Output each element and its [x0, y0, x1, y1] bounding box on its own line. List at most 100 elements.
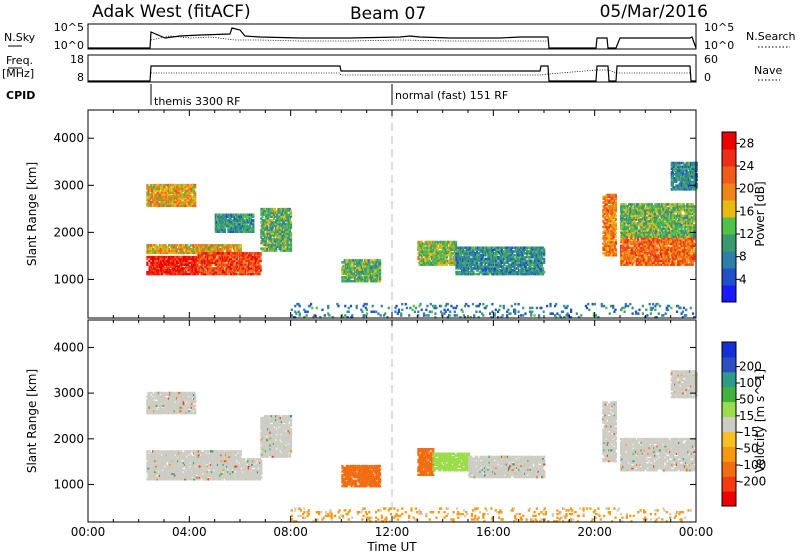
power-cell [491, 250, 494, 253]
power-cell [240, 261, 243, 264]
power-cell [162, 197, 165, 200]
power-cell [423, 261, 426, 264]
power-cell [352, 262, 355, 266]
power-cell [260, 228, 263, 232]
power-cell [248, 222, 252, 226]
power-cell [279, 247, 282, 250]
power-cell [186, 247, 189, 251]
power-cell [457, 270, 460, 274]
power-cell [196, 261, 200, 264]
power-cell [448, 246, 451, 249]
power-cell [500, 261, 504, 264]
power-cell [149, 185, 152, 189]
power-cell [154, 183, 157, 187]
power-cell [243, 255, 246, 259]
power-cell [182, 197, 185, 200]
power-cell [478, 259, 481, 263]
power-cell [347, 262, 350, 266]
power-cell [188, 246, 191, 249]
power-cell [228, 230, 231, 233]
power-cell [179, 244, 182, 247]
power-cell [237, 213, 240, 216]
power-cell [252, 228, 255, 232]
power-cell [179, 189, 182, 192]
power-cell [165, 246, 168, 249]
power-cell [159, 202, 163, 206]
power-cell [182, 247, 185, 251]
power-cell [262, 221, 265, 224]
power-cell [153, 191, 156, 194]
power-cell [236, 246, 239, 249]
power-cell [372, 279, 375, 283]
power-cell [364, 261, 367, 264]
power-cell [371, 259, 374, 262]
power-cell [162, 270, 165, 274]
power-cell [472, 250, 475, 253]
power-cell [170, 204, 173, 208]
power-cell [283, 241, 286, 245]
power-cell [171, 269, 174, 272]
power-cell [285, 219, 288, 222]
power-cell [497, 255, 500, 259]
power-cell [172, 270, 175, 274]
power-cell [448, 248, 451, 251]
power-cell [260, 217, 263, 220]
power-cell [427, 255, 430, 259]
power-cell [272, 230, 275, 233]
power-cell [167, 204, 171, 208]
power-cell [216, 267, 219, 270]
power-cell [350, 264, 353, 268]
power-cell [187, 189, 190, 192]
power-cell [210, 263, 213, 266]
power-cell [214, 267, 217, 270]
power-cell [442, 261, 445, 264]
power-cell [234, 249, 237, 253]
power-cell [341, 278, 344, 281]
power-cell [179, 269, 182, 272]
power-cell [162, 187, 165, 191]
power-cell [439, 244, 442, 248]
power-cell [204, 254, 208, 257]
nsky-trace [88, 27, 697, 49]
power-cell [251, 230, 254, 233]
power-cell [177, 202, 180, 206]
power-cell [216, 230, 220, 233]
power-cell [423, 254, 426, 257]
power-cell [243, 263, 246, 266]
power-cell [366, 259, 369, 262]
power-cell [355, 274, 358, 277]
power-cell [350, 279, 353, 283]
power-cell [208, 255, 211, 259]
power-cell [149, 270, 152, 274]
power-cell [417, 246, 420, 249]
power-cell [227, 244, 230, 247]
power-cell [418, 248, 421, 251]
power-cell [483, 265, 486, 268]
power-cell [347, 276, 350, 279]
power-cell [226, 254, 229, 257]
power-cell [179, 257, 182, 261]
power-cell [222, 252, 225, 255]
power-cell [248, 252, 251, 255]
power-cell [222, 215, 225, 218]
power-cell [451, 240, 454, 244]
power-cell [264, 221, 267, 224]
power-cell [211, 254, 214, 257]
power-cell [196, 249, 199, 253]
power-cell [453, 240, 456, 244]
power-cell [379, 264, 382, 268]
power-cell [281, 221, 285, 224]
power-cell [245, 228, 248, 232]
power-cell [163, 185, 166, 189]
power-cell [236, 244, 239, 247]
freq-label-1: Freq. [6, 54, 33, 67]
power-cell [188, 257, 191, 261]
power-cell [156, 272, 159, 276]
power-cell [205, 249, 208, 253]
power-cell [162, 195, 165, 198]
power-cell [241, 259, 244, 263]
power-cell [351, 272, 354, 275]
power-cell [262, 209, 265, 213]
power-cell [148, 204, 151, 208]
power-cell [250, 267, 253, 270]
